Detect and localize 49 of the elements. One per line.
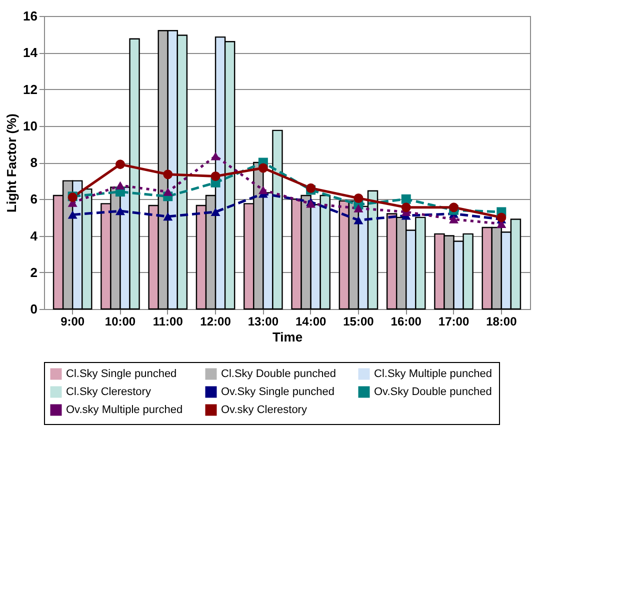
y-tick-label: 2	[30, 264, 38, 280]
x-tick-label: 11:00	[152, 314, 184, 328]
point	[258, 163, 268, 173]
legend-label: Ov.Sky Single punched	[221, 386, 335, 398]
point	[163, 170, 173, 180]
y-tick-label: 14	[23, 45, 38, 60]
legend-label: Cl.Sky Multiple punched	[374, 368, 492, 380]
point	[115, 206, 125, 216]
x-tick-label: 15:00	[343, 314, 374, 328]
point	[449, 202, 459, 212]
legend-label: Ov.Sky Double punched	[374, 386, 492, 398]
point	[163, 212, 173, 221]
point	[354, 193, 364, 203]
x-tick-label: 10:00	[104, 314, 136, 328]
x-tick-label: 12:00	[200, 314, 232, 328]
y-tick-label: 0	[30, 302, 38, 316]
legend-label: Ov.sky Clerestory	[221, 404, 308, 416]
point	[258, 186, 268, 194]
x-tick-label: 18:00	[486, 314, 518, 328]
x-axis-title: Time	[272, 330, 303, 344]
point	[449, 215, 459, 224]
x-tick-label: 14:00	[295, 314, 326, 328]
point	[354, 204, 364, 212]
y-tick-label: 12	[23, 82, 38, 97]
x-tick-label: 13:00	[248, 314, 279, 328]
point	[401, 202, 411, 212]
legend-label: Cl.Sky Clerestory	[66, 386, 152, 398]
point	[354, 216, 364, 224]
y-axis-title: Light Factor (%)	[4, 114, 20, 212]
point	[68, 210, 78, 219]
y-tick-label: 10	[23, 118, 38, 134]
y-tick-label: 4	[30, 228, 38, 244]
legend-label: Cl.Sky Single punched	[66, 368, 177, 380]
point	[210, 152, 220, 160]
y-tick-label: 16	[23, 8, 38, 24]
x-tick-label: 17:00	[438, 314, 470, 328]
point	[401, 194, 411, 204]
point	[210, 208, 220, 216]
y-tick-label: 8	[30, 155, 38, 170]
x-tick-label: 9:00	[60, 314, 85, 328]
point	[210, 172, 220, 181]
legend-label: Ov.sky Multiple purched	[66, 404, 183, 416]
point	[115, 160, 125, 170]
x-tick-label: 16:00	[390, 314, 422, 328]
point	[115, 181, 125, 190]
point	[163, 188, 173, 196]
y-tick-label: 6	[30, 192, 38, 207]
point	[496, 212, 506, 222]
legend-label: Cl.Sky Double punched	[221, 368, 336, 380]
